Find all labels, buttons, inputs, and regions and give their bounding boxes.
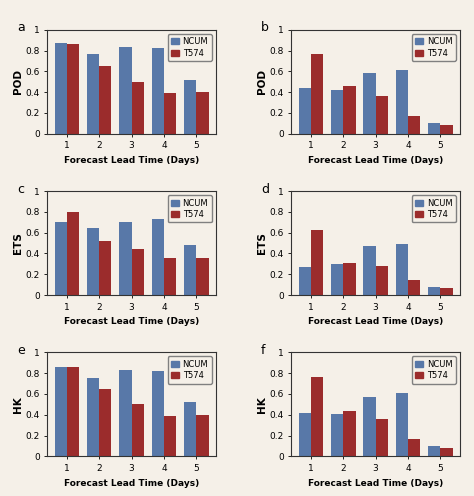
Bar <box>440 448 453 456</box>
X-axis label: Forecast Lead Time (Days): Forecast Lead Time (Days) <box>308 317 443 326</box>
Y-axis label: ETS: ETS <box>13 232 23 254</box>
Bar <box>396 70 408 134</box>
Bar <box>184 245 196 295</box>
Bar <box>196 92 209 134</box>
Legend: NCUM, T574: NCUM, T574 <box>411 195 456 222</box>
Text: f: f <box>261 344 265 357</box>
Bar <box>311 230 323 295</box>
Bar <box>119 222 132 295</box>
Bar <box>299 267 311 295</box>
Bar <box>396 393 408 456</box>
Bar <box>343 86 356 134</box>
Bar <box>408 116 420 134</box>
Bar <box>152 219 164 295</box>
X-axis label: Forecast Lead Time (Days): Forecast Lead Time (Days) <box>64 317 199 326</box>
Bar <box>331 90 343 134</box>
Bar <box>67 44 79 134</box>
Text: e: e <box>17 344 25 357</box>
Bar <box>119 48 132 134</box>
Bar <box>311 54 323 134</box>
Bar <box>440 288 453 295</box>
Legend: NCUM, T574: NCUM, T574 <box>411 357 456 383</box>
Legend: NCUM, T574: NCUM, T574 <box>411 34 456 61</box>
Text: d: d <box>261 183 269 196</box>
Bar <box>196 415 209 456</box>
Bar <box>164 257 176 295</box>
Bar <box>87 54 99 134</box>
Bar <box>184 80 196 134</box>
Bar <box>331 414 343 456</box>
Bar <box>408 281 420 295</box>
Bar <box>375 266 388 295</box>
X-axis label: Forecast Lead Time (Days): Forecast Lead Time (Days) <box>64 479 199 488</box>
Bar <box>343 411 356 456</box>
Bar <box>164 93 176 134</box>
Bar <box>408 438 420 456</box>
Bar <box>132 404 144 456</box>
Bar <box>184 402 196 456</box>
Text: b: b <box>261 21 269 34</box>
Bar <box>164 416 176 456</box>
Y-axis label: HK: HK <box>13 396 23 413</box>
Bar <box>99 66 111 134</box>
Bar <box>363 397 375 456</box>
Bar <box>99 241 111 295</box>
Y-axis label: POD: POD <box>256 69 267 94</box>
Bar <box>363 246 375 295</box>
X-axis label: Forecast Lead Time (Days): Forecast Lead Time (Days) <box>64 156 199 165</box>
Bar <box>299 88 311 134</box>
Bar <box>343 263 356 295</box>
Text: a: a <box>17 21 25 34</box>
Bar <box>67 367 79 456</box>
Text: c: c <box>17 183 24 196</box>
Bar <box>67 212 79 295</box>
Bar <box>396 244 408 295</box>
Bar <box>299 413 311 456</box>
Bar <box>152 49 164 134</box>
Bar <box>428 446 440 456</box>
Bar <box>99 389 111 456</box>
Y-axis label: ETS: ETS <box>256 232 267 254</box>
Y-axis label: POD: POD <box>13 69 23 94</box>
Legend: NCUM, T574: NCUM, T574 <box>168 34 211 61</box>
Bar <box>132 249 144 295</box>
Bar <box>311 377 323 456</box>
Bar <box>428 287 440 295</box>
Bar <box>152 371 164 456</box>
Bar <box>87 378 99 456</box>
Legend: NCUM, T574: NCUM, T574 <box>168 195 211 222</box>
X-axis label: Forecast Lead Time (Days): Forecast Lead Time (Days) <box>308 479 443 488</box>
Bar <box>196 257 209 295</box>
X-axis label: Forecast Lead Time (Days): Forecast Lead Time (Days) <box>308 156 443 165</box>
Bar <box>55 222 67 295</box>
Bar <box>440 125 453 134</box>
Bar <box>55 367 67 456</box>
Y-axis label: HK: HK <box>256 396 267 413</box>
Bar <box>428 124 440 134</box>
Bar <box>363 73 375 134</box>
Bar <box>55 43 67 134</box>
Legend: NCUM, T574: NCUM, T574 <box>168 357 211 383</box>
Bar <box>87 229 99 295</box>
Bar <box>375 419 388 456</box>
Bar <box>375 96 388 134</box>
Bar <box>132 82 144 134</box>
Bar <box>331 264 343 295</box>
Bar <box>119 370 132 456</box>
